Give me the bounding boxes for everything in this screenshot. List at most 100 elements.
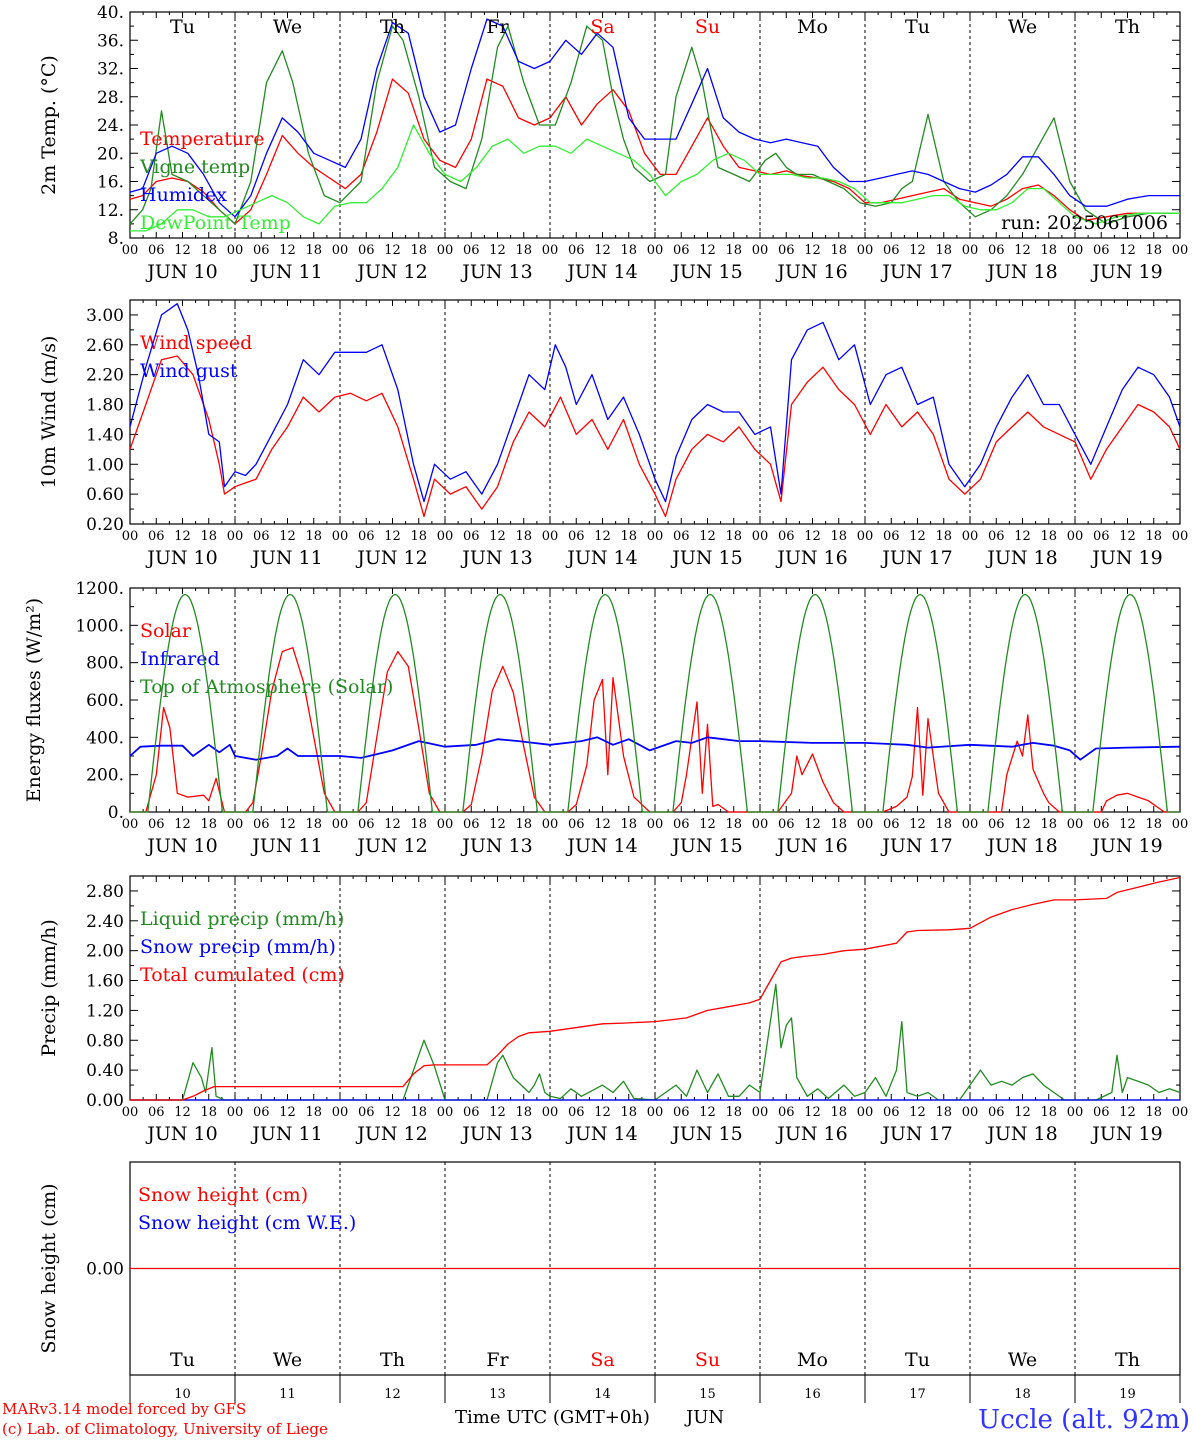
day-name: Mo (797, 16, 828, 38)
y-tick-label: 2.00 (86, 942, 124, 962)
series-line-2 (129, 736, 1181, 761)
hour-tick-label: 00 (227, 1105, 244, 1120)
hour-tick-label: 18 (410, 243, 427, 258)
hour-tick-label: 06 (778, 1105, 795, 1120)
hour-tick-label: 18 (515, 243, 532, 258)
day-number: 11 (279, 1387, 296, 1402)
date-label: JUN 13 (460, 547, 532, 569)
hour-tick-label: 00 (1067, 243, 1084, 258)
hour-tick-label: 06 (148, 529, 165, 544)
y-tick-label: 0.00 (86, 1260, 124, 1280)
date-label: JUN 11 (250, 835, 322, 857)
hour-tick-label: 00 (752, 529, 769, 544)
day-number: 15 (699, 1387, 716, 1402)
hour-tick-label: 12 (1119, 529, 1136, 544)
date-label: JUN 14 (565, 547, 637, 569)
hour-tick-label: 12 (594, 1105, 611, 1120)
hour-tick-label: 12 (594, 529, 611, 544)
day-number: 12 (384, 1387, 401, 1402)
hour-tick-label: 12 (279, 529, 296, 544)
y-tick-label: 1.40 (86, 425, 124, 445)
legend-entry: Vigne temp (139, 156, 250, 178)
hour-tick-label: 12 (1014, 243, 1031, 258)
hour-tick-label: 12 (804, 817, 821, 832)
hour-tick-label: 18 (725, 243, 742, 258)
hour-tick-label: 18 (1040, 529, 1057, 544)
hour-tick-label: 06 (568, 1105, 585, 1120)
day-name: Sa (590, 16, 614, 38)
hour-tick-label: 06 (988, 529, 1005, 544)
hour-tick-label: 18 (935, 529, 952, 544)
day-name: Th (1115, 1349, 1140, 1371)
hour-tick-label: 06 (673, 817, 690, 832)
hour-tick-label: 00 (962, 529, 979, 544)
hour-tick-label: 06 (463, 529, 480, 544)
day-name: We (1008, 16, 1037, 38)
hour-tick-label: 12 (1014, 1105, 1031, 1120)
hour-tick-label: 00 (752, 1105, 769, 1120)
hour-tick-label: 00 (647, 1105, 664, 1120)
date-label: JUN 16 (775, 547, 847, 569)
y-axis-label: Precip (mm/h) (38, 919, 60, 1057)
y-tick-label: 36. (97, 31, 124, 51)
hour-tick-label: 06 (568, 529, 585, 544)
legend-entry: Top of Atmosphere (Solar) (140, 676, 393, 698)
plot-frame (129, 587, 1181, 813)
day-number: 13 (489, 1387, 506, 1402)
series-line-3 (130, 593, 1180, 813)
hour-tick-label: 12 (384, 243, 401, 258)
y-tick-label: 32. (97, 60, 124, 80)
y-axis-label: 10m Wind (m/s) (38, 336, 60, 489)
date-label: JUN 15 (670, 261, 742, 283)
hour-tick-label: 18 (410, 1105, 427, 1120)
legend-entry: Snow precip (mm/h) (140, 936, 336, 958)
hour-tick-label: 12 (1119, 817, 1136, 832)
hour-tick-label: 06 (1093, 1105, 1110, 1120)
hour-tick-label: 12 (804, 243, 821, 258)
date-label: JUN 10 (145, 261, 217, 283)
hour-tick-label: 06 (148, 243, 165, 258)
hour-tick-label: 18 (305, 817, 322, 832)
y-tick-label: 1.80 (86, 396, 124, 416)
hour-tick-label: 12 (279, 817, 296, 832)
y-tick-label: 20. (97, 144, 124, 164)
hour-tick-label: 12 (699, 817, 716, 832)
hour-tick-label: 06 (253, 529, 270, 544)
hour-tick-label: 18 (620, 243, 637, 258)
hour-tick-label: 18 (410, 817, 427, 832)
hour-tick-label: 18 (200, 243, 217, 258)
hour-tick-label: 06 (358, 243, 375, 258)
panel-4: 00 06 12 18 00 06 12 18 00 06 12 18 00 06 12 18 00 06 12 18… (38, 875, 1188, 1145)
hour-tick-label: 18 (1145, 1105, 1162, 1120)
day-name: Th (1115, 16, 1140, 38)
panel-5: 0.00 Snow height (cm) Snow height (cm) Snow… (38, 1161, 1181, 1403)
hour-tick-label: 12 (699, 243, 716, 258)
hour-tick-label: 06 (463, 817, 480, 832)
hour-tick-label: 12 (489, 243, 506, 258)
y-tick-label: 1000. (75, 616, 124, 636)
day-name: Tu (905, 16, 930, 38)
hour-tick-label: 06 (253, 817, 270, 832)
hour-tick-label: 18 (935, 1105, 952, 1120)
y-tick-label: 0. (108, 803, 124, 823)
hour-tick-label: 00 (332, 243, 349, 258)
y-tick-label: 400. (86, 728, 124, 748)
hour-tick-label: 00 (962, 1105, 979, 1120)
hour-tick-label: 00 (1172, 243, 1189, 258)
series-line-3 (130, 876, 1181, 1101)
hour-tick-label: 00 (647, 529, 664, 544)
series-line-3 (129, 18, 1180, 218)
hour-tick-label: 18 (830, 243, 847, 258)
hour-tick-label: 06 (673, 1105, 690, 1120)
hour-tick-label: 18 (1145, 529, 1162, 544)
day-name: Th (380, 16, 405, 38)
y-tick-label: 600. (86, 691, 124, 711)
day-name: Su (695, 1349, 720, 1371)
date-label: JUN 14 (565, 261, 637, 283)
day-number: 16 (804, 1387, 821, 1402)
hour-tick-label: 12 (174, 243, 191, 258)
hour-tick-label: 06 (148, 817, 165, 832)
hour-tick-label: 18 (935, 817, 952, 832)
day-number: 18 (1014, 1387, 1031, 1402)
hour-tick-label: 18 (830, 817, 847, 832)
